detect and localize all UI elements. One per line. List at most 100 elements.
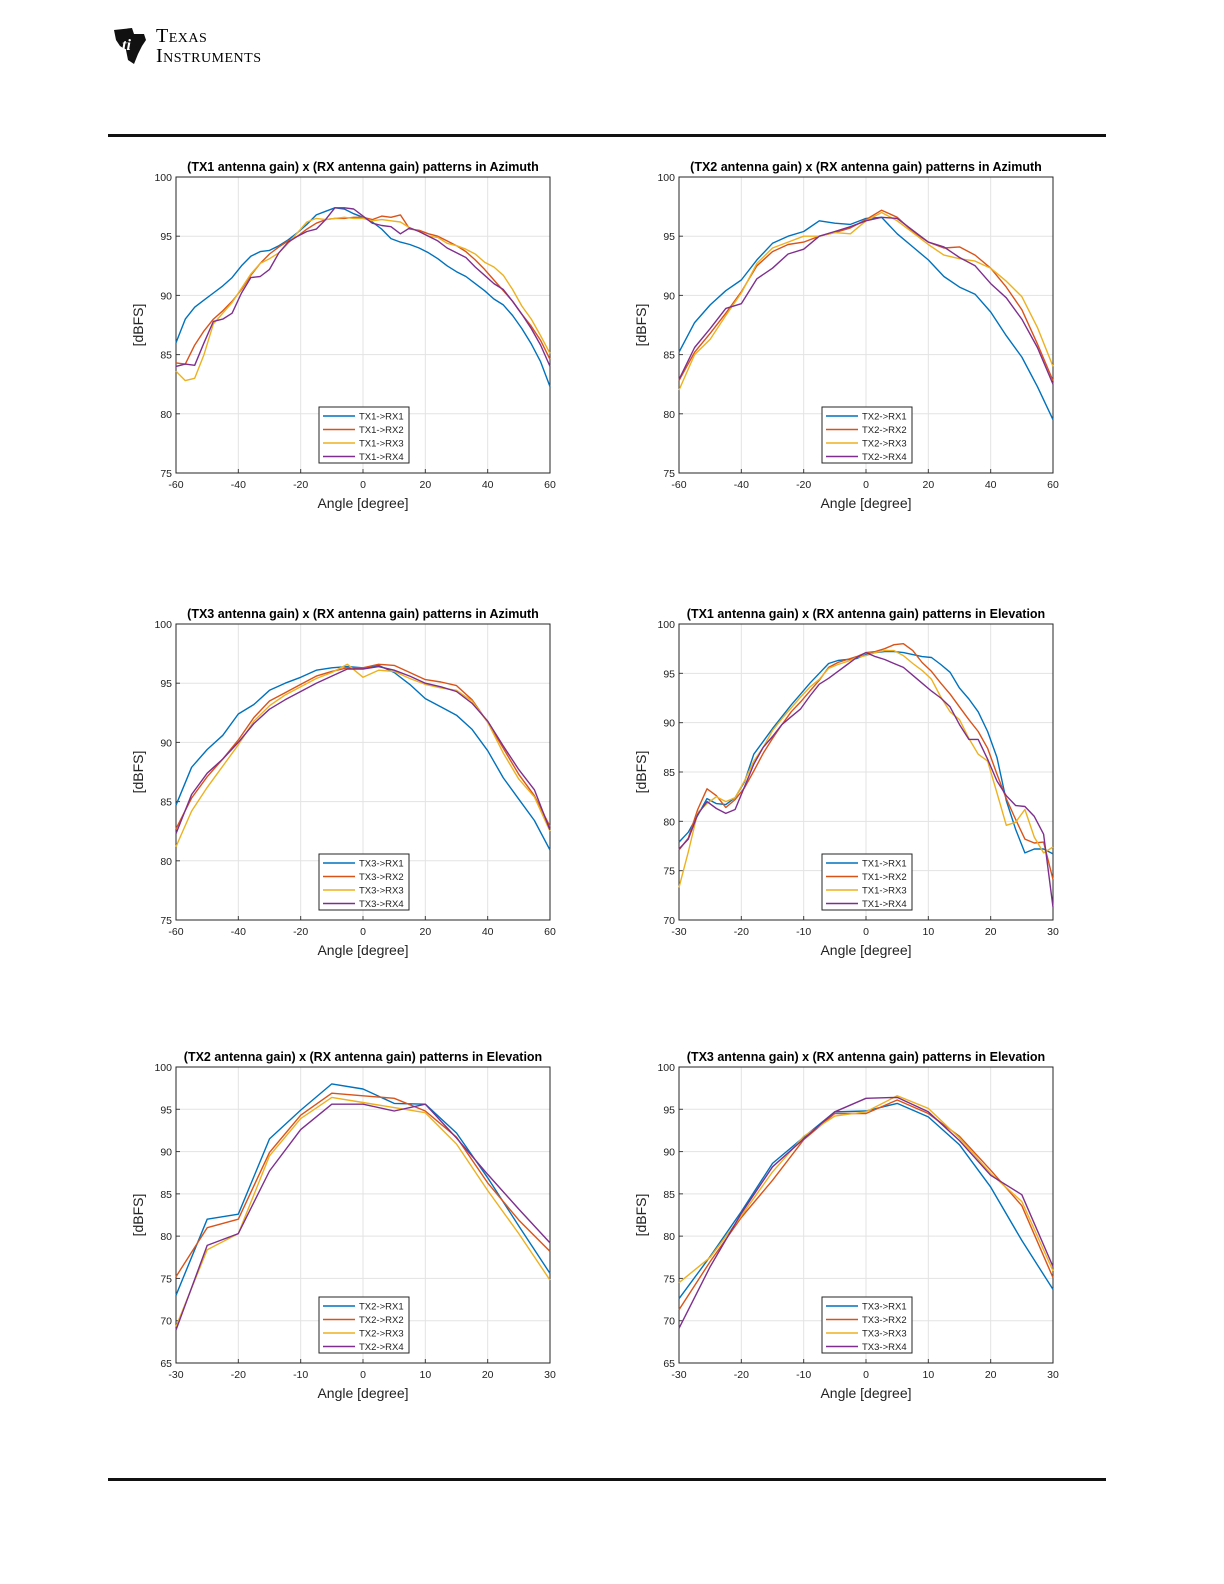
y-tick-label: 100 [657,1062,675,1074]
chart-4: (TX1 antenna gain) x (RX antenna gain) p… [623,605,1073,985]
legend-entry: TX3->RX4 [359,899,404,910]
y-tick-label: 80 [663,1231,675,1243]
plot-frame [175,1066,551,1364]
chart-title: (TX3 antenna gain) x (RX antenna gain) p… [187,607,539,621]
series-line-1 [175,1083,551,1296]
chart-6-svg: (TX3 antenna gain) x (RX antenna gain) p… [633,1050,1059,1401]
chart-2: (TX2 antenna gain) x (RX antenna gain) p… [623,158,1073,538]
x-tick-label: 20 [985,1369,997,1381]
x-tick-label: -20 [293,479,308,491]
x-tick-label: 60 [544,926,556,938]
x-tick-label: -20 [734,926,749,938]
y-tick-label: 95 [663,1104,675,1116]
x-tick-label: 10 [922,1369,934,1381]
y-tick-label: 85 [160,350,172,362]
y-tick-label: 75 [663,468,675,480]
logo-line-1: Texas [156,25,208,47]
x-axis-label: Angle [degree] [317,942,408,958]
legend-entry: TX2->RX3 [359,1329,404,1340]
x-tick-label: -40 [231,479,246,491]
y-tick-label: 95 [160,678,172,690]
y-axis-label: [dBFS] [633,1194,649,1237]
chart-6: (TX3 antenna gain) x (RX antenna gain) p… [623,1048,1073,1428]
x-tick-label: 20 [419,479,431,491]
x-tick-label: -20 [231,1369,246,1381]
y-tick-label: 95 [160,231,172,243]
x-tick-label: -30 [671,926,686,938]
x-tick-label: 20 [482,1369,494,1381]
y-tick-label: 90 [663,290,675,302]
y-tick-label: 75 [160,1273,172,1285]
legend-entry: TX1->RX2 [359,425,404,436]
y-tick-label: 80 [663,816,675,828]
y-axis-label: [dBFS] [633,751,649,794]
y-tick-label: 100 [154,172,172,184]
x-tick-label: 30 [1047,926,1059,938]
legend-entry: TX2->RX1 [862,412,907,423]
legend-entry: TX2->RX2 [862,425,907,436]
x-tick-label: 0 [360,479,366,491]
plot-frame [175,176,551,474]
x-axis-label: Angle [degree] [317,495,408,511]
chart-4-svg: (TX1 antenna gain) x (RX antenna gain) p… [633,607,1059,958]
x-tick-label: 20 [419,926,431,938]
x-tick-label: 60 [544,479,556,491]
y-tick-label: 100 [154,619,172,631]
x-tick-label: -40 [734,479,749,491]
ti-logo: ti Texas Instruments [108,24,308,72]
x-axis-label: Angle [degree] [820,942,911,958]
x-tick-label: 30 [544,1369,556,1381]
series-line-4 [678,651,1054,908]
legend-entry: TX3->RX4 [862,1342,907,1353]
legend: TX2->RX1 TX2->RX2 TX2->RX3 TX2->RX4 [318,1296,410,1354]
y-tick-label: 95 [663,231,675,243]
legend-entry: TX3->RX3 [862,1329,907,1340]
x-tick-label: -10 [796,1369,811,1381]
y-tick-label: 75 [663,866,675,878]
series-line-2 [678,1099,1054,1311]
y-tick-label: 90 [160,290,172,302]
y-tick-label: 95 [663,668,675,680]
legend-entry: TX2->RX2 [359,1315,404,1326]
series-line-4 [678,216,1054,385]
series-line-3 [175,216,551,382]
y-tick-label: 70 [160,1316,172,1328]
y-tick-label: 95 [160,1104,172,1116]
y-tick-label: 90 [663,718,675,730]
x-tick-label: 40 [482,926,494,938]
series-line-4 [678,1096,1054,1329]
y-tick-label: 85 [663,1189,675,1201]
legend-entry: TX2->RX4 [359,1342,404,1353]
y-tick-label: 85 [663,767,675,779]
y-tick-label: 100 [657,619,675,631]
y-tick-label: 75 [160,915,172,927]
x-tick-label: 30 [1047,1369,1059,1381]
y-tick-label: 65 [160,1358,172,1370]
logo-line-2: Instruments [156,45,262,67]
series-line-4 [175,207,551,368]
legend-entry: TX1->RX4 [862,899,907,910]
y-tick-label: 80 [663,409,675,421]
x-tick-label: -20 [293,926,308,938]
x-tick-label: -20 [796,479,811,491]
y-tick-label: 100 [154,1062,172,1074]
chart-title: (TX2 antenna gain) x (RX antenna gain) p… [184,1050,542,1064]
plot-frame [678,623,1054,921]
legend: TX3->RX1 TX3->RX2 TX3->RX3 TX3->RX4 [821,1296,913,1354]
legend-entry: TX3->RX2 [359,872,404,883]
legend: TX2->RX1 TX2->RX2 TX2->RX3 TX2->RX4 [821,406,913,464]
x-tick-label: 0 [863,479,869,491]
legend-entry: TX1->RX1 [359,412,404,423]
legend-entry: TX2->RX3 [862,439,907,450]
series-line-3 [678,1095,1054,1284]
legend-entry: TX1->RX3 [359,439,404,450]
y-tick-label: 85 [160,1189,172,1201]
ti-wordmark: Texas Instruments [156,26,262,66]
legend: TX1->RX1 TX1->RX2 TX1->RX3 TX1->RX4 [318,406,410,464]
series-line-1 [678,216,1054,420]
legend-entry: TX3->RX2 [862,1315,907,1326]
y-tick-label: 75 [663,1273,675,1285]
series-line-4 [175,1103,551,1331]
legend: TX3->RX1 TX3->RX2 TX3->RX3 TX3->RX4 [318,853,410,911]
x-tick-label: 20 [985,926,997,938]
